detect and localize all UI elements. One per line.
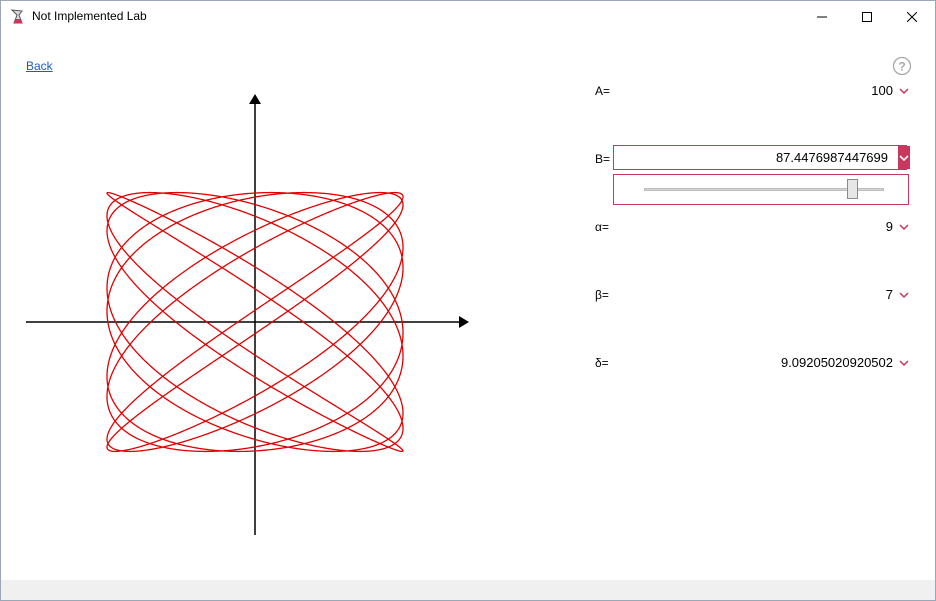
param-b-label: B=	[595, 152, 611, 166]
maximize-icon	[862, 11, 872, 22]
param-b-dropdown-button[interactable]	[898, 146, 910, 169]
param-b-field	[613, 145, 910, 170]
lab-flask-icon	[10, 9, 23, 24]
close-icon	[907, 11, 917, 22]
close-button[interactable]	[889, 1, 935, 32]
param-b-slider-panel	[613, 174, 909, 205]
minimize-button[interactable]	[799, 1, 845, 32]
param-b-slider-thumb[interactable]	[847, 179, 859, 199]
chevron-down-icon[interactable]	[899, 87, 909, 95]
x-axis-arrow	[459, 316, 469, 328]
status-bar	[1, 580, 935, 600]
param-beta-label: β=	[595, 288, 609, 302]
lissajous-plot	[26, 94, 469, 535]
param-a-label: A=	[595, 84, 611, 98]
back-link[interactable]: Back	[26, 59, 53, 73]
svg-text:?: ?	[898, 60, 905, 74]
chevron-down-icon	[899, 154, 909, 161]
minimize-icon	[817, 16, 827, 17]
param-delta-label: δ=	[595, 356, 609, 370]
param-a-value[interactable]: 100	[871, 83, 893, 98]
param-alpha-value[interactable]: 9	[885, 219, 893, 234]
param-beta-value[interactable]: 7	[885, 287, 893, 302]
param-delta-value[interactable]: 9.09205020920502	[780, 355, 893, 370]
y-axis-arrow	[249, 94, 261, 104]
window-title: Not Implemented Lab	[32, 9, 147, 23]
title-bar: Not Implemented Lab	[1, 1, 935, 32]
chevron-down-icon[interactable]	[899, 359, 909, 367]
chevron-down-icon[interactable]	[899, 223, 909, 231]
maximize-button[interactable]	[844, 1, 890, 32]
lissajous-curve	[106, 191, 404, 453]
param-alpha-label: α=	[595, 220, 609, 234]
param-b-slider-track[interactable]	[644, 188, 884, 191]
chevron-down-icon[interactable]	[899, 291, 909, 299]
question-circle-icon[interactable]: ?	[892, 56, 912, 76]
param-b-input[interactable]	[614, 146, 894, 169]
